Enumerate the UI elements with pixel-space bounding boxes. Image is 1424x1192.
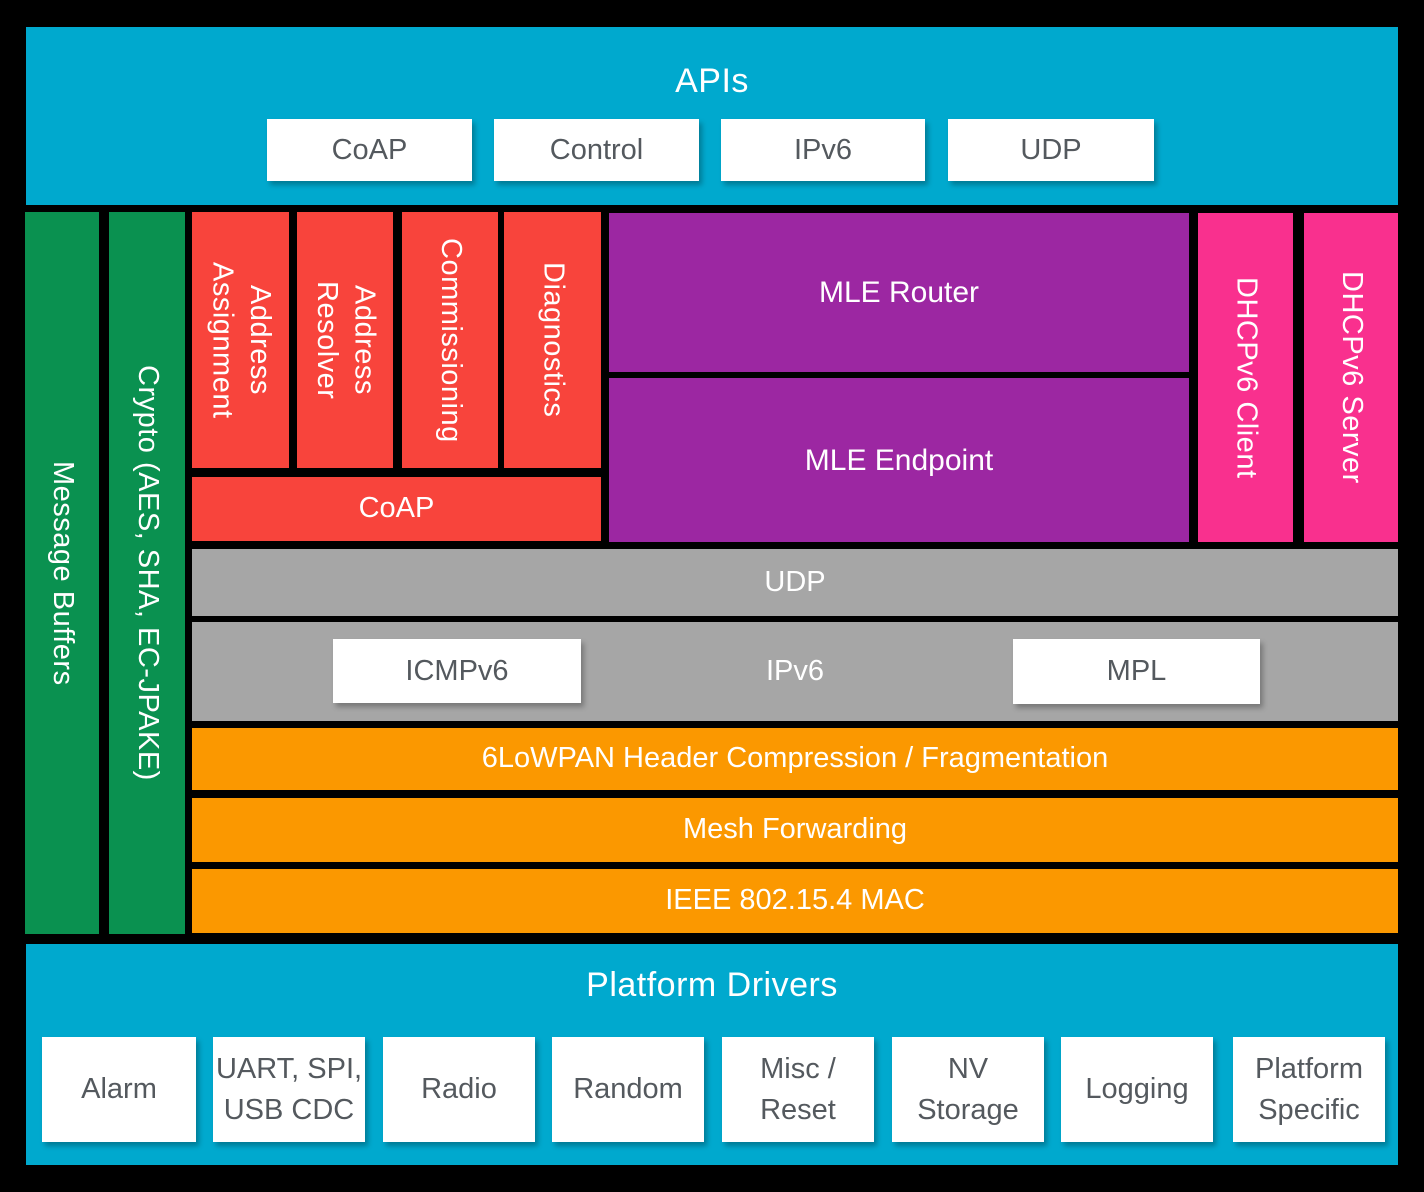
api-box-control: Control <box>494 119 699 181</box>
platform-box-misc-reset: Misc / Reset <box>722 1037 874 1142</box>
bar-mesh-forwarding: Mesh Forwarding <box>192 798 1398 862</box>
api-box-coap: CoAP <box>267 119 472 181</box>
platform-box-logging: Logging <box>1061 1037 1213 1142</box>
platform-box-random: Random <box>552 1037 704 1142</box>
api-box-ipv6: IPv6 <box>721 119 925 181</box>
column-commissioning: Commissioning <box>402 212 498 468</box>
column-crypto-label: Crypto (AES, SHA, EC-JPAKE) <box>131 365 164 781</box>
column-dhcpv6-server: DHCPv6 Server <box>1304 213 1398 542</box>
platform-drivers-title: Platform Drivers <box>586 965 838 1004</box>
column-address-assignment: Address Assignment <box>192 212 289 468</box>
column-dhcpv6-client: DHCPv6 Client <box>1198 213 1293 542</box>
platform-box-uart-spi-usb: UART, SPI, USB CDC <box>213 1037 365 1142</box>
platform-box-alarm: Alarm <box>42 1037 196 1142</box>
column-dhcpv6-server-label: DHCPv6 Server <box>1335 271 1368 484</box>
column-address-resolver-label: Address Resolver <box>311 280 381 400</box>
column-address-assignment-label: Address Assignment <box>206 261 277 419</box>
bar-6lowpan: 6LoWPAN Header Compression / Fragmentati… <box>192 728 1398 790</box>
block-mle-router: MLE Router <box>609 213 1189 372</box>
column-dhcpv6-client-label: DHCPv6 Client <box>1230 276 1263 479</box>
api-bar-title: APIs <box>675 61 749 100</box>
block-mle-endpoint: MLE Endpoint <box>609 378 1189 542</box>
api-bar <box>26 27 1398 205</box>
column-message-buffers-label: Message Buffers <box>46 460 79 686</box>
block-coap: CoAP <box>192 477 601 541</box>
box-icmpv6: ICMPv6 <box>333 639 581 703</box>
platform-box-nv-storage: NV Storage <box>892 1037 1044 1142</box>
platform-box-platform-specific: Platform Specific <box>1233 1037 1385 1142</box>
column-diagnostics-label: Diagnostics <box>537 262 570 418</box>
column-message-buffers: Message Buffers <box>25 212 99 934</box>
column-crypto: Crypto (AES, SHA, EC-JPAKE) <box>109 212 185 934</box>
api-box-udp: UDP <box>948 119 1154 181</box>
column-address-resolver: Address Resolver <box>297 212 393 468</box>
box-mpl: MPL <box>1013 639 1260 704</box>
column-commissioning-label: Commissioning <box>434 237 467 443</box>
bar-ieee-mac: IEEE 802.15.4 MAC <box>192 869 1398 933</box>
column-diagnostics: Diagnostics <box>504 212 601 468</box>
bar-udp: UDP <box>192 549 1398 616</box>
platform-box-radio: Radio <box>383 1037 535 1142</box>
